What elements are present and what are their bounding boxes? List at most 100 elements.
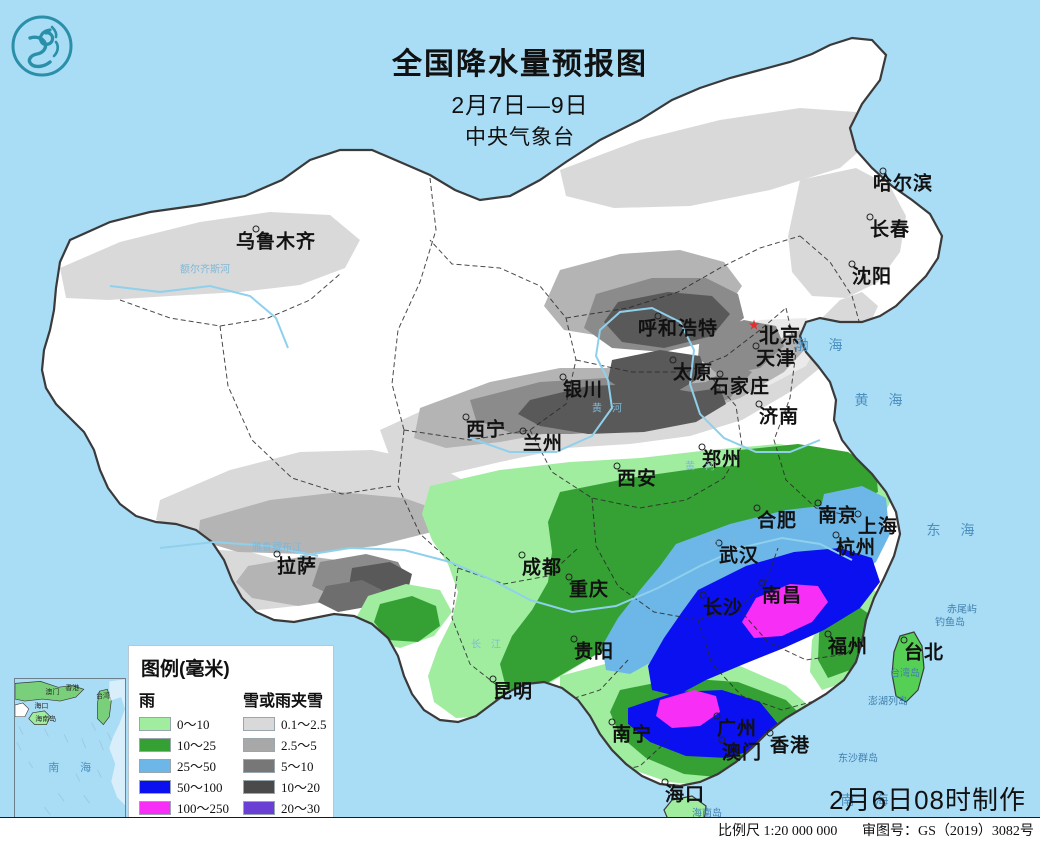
city-marker-icon [669,356,677,364]
legend-label: 0～10 [177,717,210,732]
city-marker-icon [900,636,908,644]
city-label-0: 乌鲁木齐 [235,231,317,253]
legend-rain-header: 雨 [139,693,156,710]
city-label-4: 银川 [562,379,604,401]
sea-label-3: 南 海 [840,792,892,808]
city-marker-icon [699,591,707,599]
river-label-4: 黄 河 [685,461,715,473]
inset-place-hongkong: 香港 [65,685,80,693]
legend-swatch [243,800,276,815]
legend-row: 0～10 [139,714,229,733]
city-marker-icon [608,718,616,726]
legend-row: 50～100 [139,777,229,796]
city-marker-icon [489,675,497,683]
sea-label-1: 黄 海 [854,392,906,408]
legend-row: 0.1～2.5 [243,714,327,733]
rivers-layer [109,284,853,614]
legend-swatch [243,758,276,773]
island-label-1: 澎湖列岛 [868,696,908,708]
legend-row: 100～250 [139,798,229,817]
city-label-10: 济南 [758,406,800,428]
cma-dragon-logo [11,15,73,77]
map-scale: 比例尺 1:20 000 000 [718,824,838,839]
island-label-0: 台湾岛 [890,668,920,680]
city-label-13: 哈尔滨 [872,173,934,195]
city-marker-icon [715,539,723,547]
city-marker-icon [559,373,567,381]
river-label-0: 额尔齐斯河 [180,264,230,276]
inset-place-taiwan: 台湾 [96,693,110,701]
legend-swatch [139,758,171,773]
legend-swatch [139,737,171,752]
city-marker-icon [848,260,856,268]
river-label-3: 雅鲁藏布江 [252,542,302,554]
map-audit-number: 审图号：GS（2019）3082号 [862,824,1034,839]
city-marker-icon [462,413,470,421]
legend-swatch [243,779,276,794]
city-marker-icon [866,213,874,221]
sea-label-0: 渤 海 [794,337,846,353]
city-label-21: 成都 [521,557,563,579]
legend-title: 图例(毫米) [141,659,230,680]
city-label-2: 西宁 [465,419,507,441]
legend-row: 10～20 [243,777,327,796]
inset-place-hainan-island: 海南岛 [35,715,57,723]
island-label-5: 海南岛 [692,808,722,820]
made-timestamp: 2月6日08时制作 [829,785,1026,815]
city-label-9: 天津 [755,348,797,370]
city-label-7: 石家庄 [709,376,771,398]
legend-snow-header: 雪或雨夹雪 [243,693,324,710]
island-label-2: 钓鱼岛 [935,617,965,629]
legend-row: 25～50 [139,756,229,775]
city-marker-icon [518,551,526,559]
legend-panel: 图例(毫米) 雨 0～1010～2525～5050～100100～250≥250… [128,645,334,838]
city-label-16: 合肥 [756,510,798,532]
city-marker-icon [661,778,669,786]
legend-label: 10～25 [177,738,217,753]
legend-swatch [243,737,276,752]
city-marker-icon [613,462,621,470]
city-label-12: 长春 [869,219,911,241]
city-marker-icon [879,167,887,175]
city-marker-icon [824,630,832,638]
city-marker-icon [718,736,726,744]
city-marker-icon [698,443,706,451]
island-label-3: 赤尾屿 [947,604,977,616]
legend-swatch [139,779,171,794]
city-label-11: 沈阳 [851,266,893,288]
island-label-4: 东沙群岛 [838,753,878,765]
city-label-27: 台北 [903,642,945,664]
city-marker-icon [654,312,662,320]
city-label-19: 杭州 [835,537,877,559]
city-label-6: 太原 [672,362,714,384]
city-marker-icon [752,342,760,350]
city-label-24: 南昌 [761,585,803,607]
legend-row: 5～10 [243,756,327,775]
legend-label: 20～30 [281,801,321,816]
legend-row: 20～30 [243,798,327,817]
city-marker-icon [565,573,573,581]
city-label-17: 南京 [817,505,859,527]
city-label-22: 重庆 [568,579,610,601]
city-label-1: 拉萨 [276,556,318,578]
city-label-18: 上海 [857,516,899,538]
legend-swatch [139,800,171,815]
city-marker-icon [832,531,840,539]
rain-bands [356,444,892,786]
province-borders [119,177,873,777]
city-label-3: 兰州 [522,433,564,455]
river-label-1: 黄 河 [592,403,622,415]
legend-label: 25～50 [177,759,217,774]
city-label-5: 呼和浩特 [637,318,719,340]
south-china-sea-inset: 南 海 南海诸岛 海口 海南岛 台湾 香港 澳门 1:40 000 000 [14,678,126,838]
inset-sea-label: 南 海 [48,762,97,775]
city-marker-icon [252,225,260,233]
river-label-5: 长 江 [708,537,738,549]
legend-swatch [139,716,171,731]
inset-place-haikou: 海口 [34,702,49,710]
city-marker-icon [766,729,774,737]
legend-label: 0.1～2.5 [281,717,327,732]
city-label-31: 澳门 [721,742,763,764]
